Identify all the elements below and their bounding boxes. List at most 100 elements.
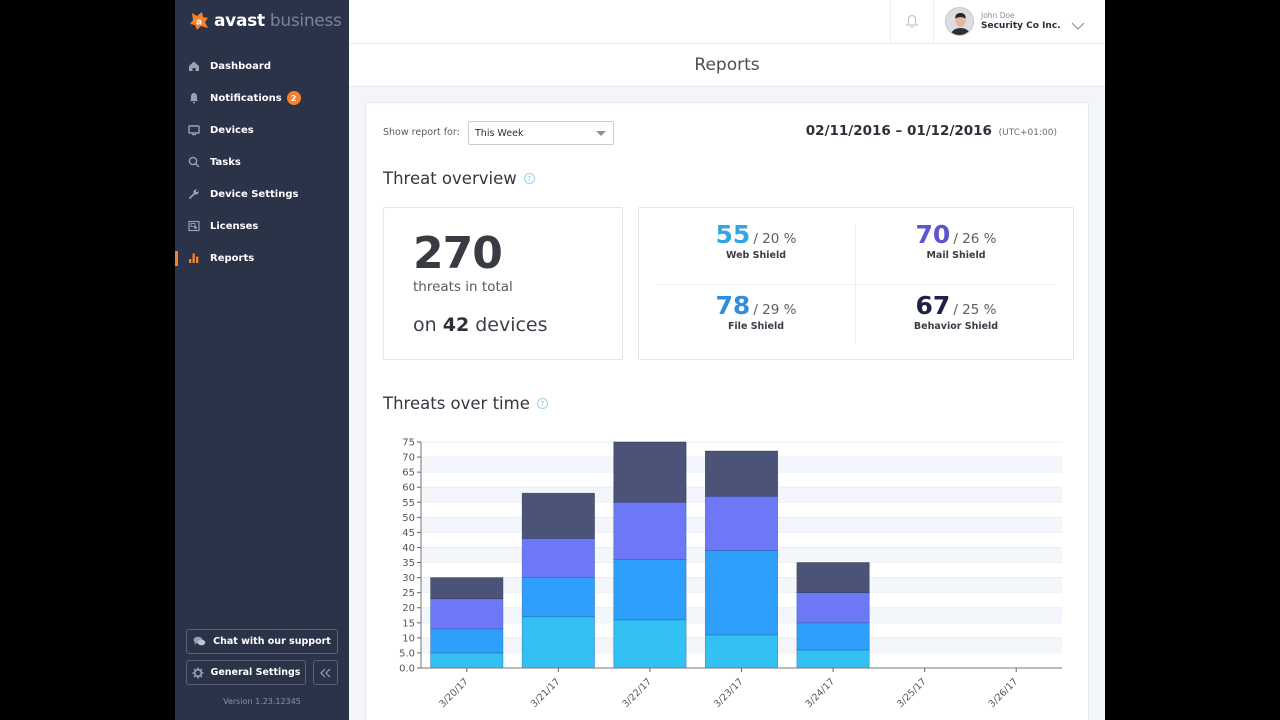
brand-name-part1: avast xyxy=(214,11,265,31)
top-bar: John Doe Security Co Inc. xyxy=(349,0,1105,44)
behavior-shield-label: Behavior Shield xyxy=(913,321,999,332)
date-range: 02/11/2016 – 01/12/2016 (UTC+01:00) xyxy=(806,123,1057,139)
bar-segment-web-shield xyxy=(704,634,779,669)
devices-count: 42 xyxy=(442,314,470,336)
file-shield-label: File Shield xyxy=(727,321,785,332)
bar-segment-web-shield xyxy=(521,616,595,669)
help-icon[interactable]: ? xyxy=(523,173,535,184)
y-tick-label: 30 xyxy=(402,573,415,584)
bar-segment-mail-shield xyxy=(521,538,595,578)
brand-name-part2: business xyxy=(264,11,342,31)
sidebar-item-licenses[interactable]: Licenses xyxy=(175,210,349,242)
bar-segment-mail-shield xyxy=(430,598,504,630)
brand-name: avast business xyxy=(214,11,342,31)
sidebar-item-tasks[interactable]: Tasks xyxy=(175,146,349,178)
sidebar-item-notifications[interactable]: Notifications 2 xyxy=(175,82,349,114)
sidebar-item-label: Notifications xyxy=(210,92,282,104)
y-tick-label: 50 xyxy=(402,513,415,524)
y-tick-label: 10 xyxy=(402,633,415,644)
report-panel: Show report for: This Week 02/11/2016 – … xyxy=(365,102,1089,720)
sidebar: a avast business Dashboard Notifications… xyxy=(175,0,349,720)
sidebar-item-label: Devices xyxy=(210,124,254,136)
web-shield-count: 55 xyxy=(715,220,751,249)
collapse-sidebar-button[interactable] xyxy=(313,660,338,685)
bar-segment-file-shield xyxy=(430,628,504,654)
x-tick-label: 3/25/17 xyxy=(895,676,929,710)
sidebar-item-dashboard[interactable]: Dashboard xyxy=(175,50,349,82)
bell-icon xyxy=(187,92,200,105)
chat-bubbles-icon xyxy=(193,636,206,647)
behavior-shield-count: 67 xyxy=(915,291,951,320)
report-period-select[interactable]: This Week xyxy=(468,121,614,145)
chat-support-button[interactable]: Chat with our support xyxy=(186,629,338,654)
double-chevron-left-icon xyxy=(320,668,331,678)
total-threats-card: 270 threats in total on 42 devices xyxy=(383,207,623,360)
general-settings-button[interactable]: General Settings xyxy=(186,660,306,685)
web-shield-percent: / 20 % xyxy=(753,231,797,247)
user-menu[interactable]: John Doe Security Co Inc. xyxy=(945,7,1061,36)
bar-segment-file-shield xyxy=(704,550,779,636)
mail-shield-label: Mail Shield xyxy=(926,250,986,261)
sidebar-nav: Dashboard Notifications 2 Devices Tasks xyxy=(175,50,349,274)
bar-segment-behavior-shield xyxy=(796,562,870,594)
threat-overview-title: Threat overview xyxy=(383,169,517,188)
sidebar-item-device-settings[interactable]: Device Settings xyxy=(175,178,349,210)
x-tick-label: 3/23/17 xyxy=(712,676,746,710)
devices-suffix: devices xyxy=(469,314,548,336)
threats-over-time-title: Threats over time xyxy=(383,394,530,413)
y-tick-label: 15 xyxy=(402,618,415,629)
y-tick-label: 55 xyxy=(402,498,415,509)
gear-icon xyxy=(192,667,204,679)
bar-segment-file-shield xyxy=(796,622,870,651)
sidebar-item-devices[interactable]: Devices xyxy=(175,114,349,146)
help-icon[interactable]: ? xyxy=(536,398,548,409)
logo-letter: a xyxy=(196,17,202,27)
x-tick-label: 3/22/17 xyxy=(620,676,654,710)
x-tick-label: 3/20/17 xyxy=(437,676,471,710)
x-tick-label: 3/24/17 xyxy=(804,676,838,710)
sidebar-item-reports[interactable]: Reports xyxy=(175,242,349,274)
chat-support-label: Chat with our support xyxy=(213,636,331,647)
general-settings-label: General Settings xyxy=(210,667,301,678)
timezone-label: (UTC+01:00) xyxy=(998,128,1057,138)
x-tick-label: 3/26/17 xyxy=(987,676,1021,710)
web-shield-label: Web Shield xyxy=(725,250,787,261)
bar-segment-web-shield xyxy=(796,649,870,669)
monitor-icon xyxy=(187,124,200,137)
bar-segment-behavior-shield xyxy=(704,450,779,497)
bar-segment-mail-shield xyxy=(704,495,779,551)
bar-segment-file-shield xyxy=(613,559,687,621)
bar-segment-web-shield xyxy=(613,619,687,669)
notifications-bell-button[interactable] xyxy=(890,0,934,43)
devices-summary: on 42 devices xyxy=(413,314,548,336)
y-tick-label: 65 xyxy=(402,468,415,479)
search-icon xyxy=(187,156,200,169)
y-tick-label: 25 xyxy=(402,588,415,599)
sidebar-item-label: Dashboard xyxy=(210,60,271,72)
chevron-down-icon[interactable] xyxy=(1071,15,1085,34)
caret-down-icon xyxy=(596,131,606,136)
divider xyxy=(656,284,1054,285)
user-name: John Doe xyxy=(981,11,1015,21)
bar-chart-icon xyxy=(187,252,200,265)
avatar xyxy=(945,7,974,36)
sidebar-item-label: Licenses xyxy=(210,220,259,232)
bar-segment-behavior-shield xyxy=(430,577,504,600)
y-tick-label: 5.0 xyxy=(399,648,415,659)
brand-logo[interactable]: a avast business xyxy=(188,9,342,33)
wrench-icon xyxy=(187,188,200,201)
y-tick-label: 0.0 xyxy=(399,664,415,675)
y-tick-label: 60 xyxy=(402,483,415,494)
bar-segment-mail-shield xyxy=(796,592,870,624)
mail-shield-percent: / 26 % xyxy=(953,231,997,247)
shield-breakdown-card: 55/ 20 % Web Shield 70/ 26 % Mail Shield… xyxy=(638,207,1074,360)
app-window: a avast business Dashboard Notifications… xyxy=(175,0,1105,720)
bell-icon xyxy=(905,14,919,29)
mail-shield-count: 70 xyxy=(915,220,951,249)
total-threats-label: threats in total xyxy=(413,279,513,295)
version-label: Version 1.23.12345 xyxy=(223,697,301,706)
bar-segment-mail-shield xyxy=(613,501,687,560)
chart-bars xyxy=(430,441,870,669)
file-shield-count: 78 xyxy=(715,291,751,320)
report-period-label: Show report for: xyxy=(383,127,460,138)
